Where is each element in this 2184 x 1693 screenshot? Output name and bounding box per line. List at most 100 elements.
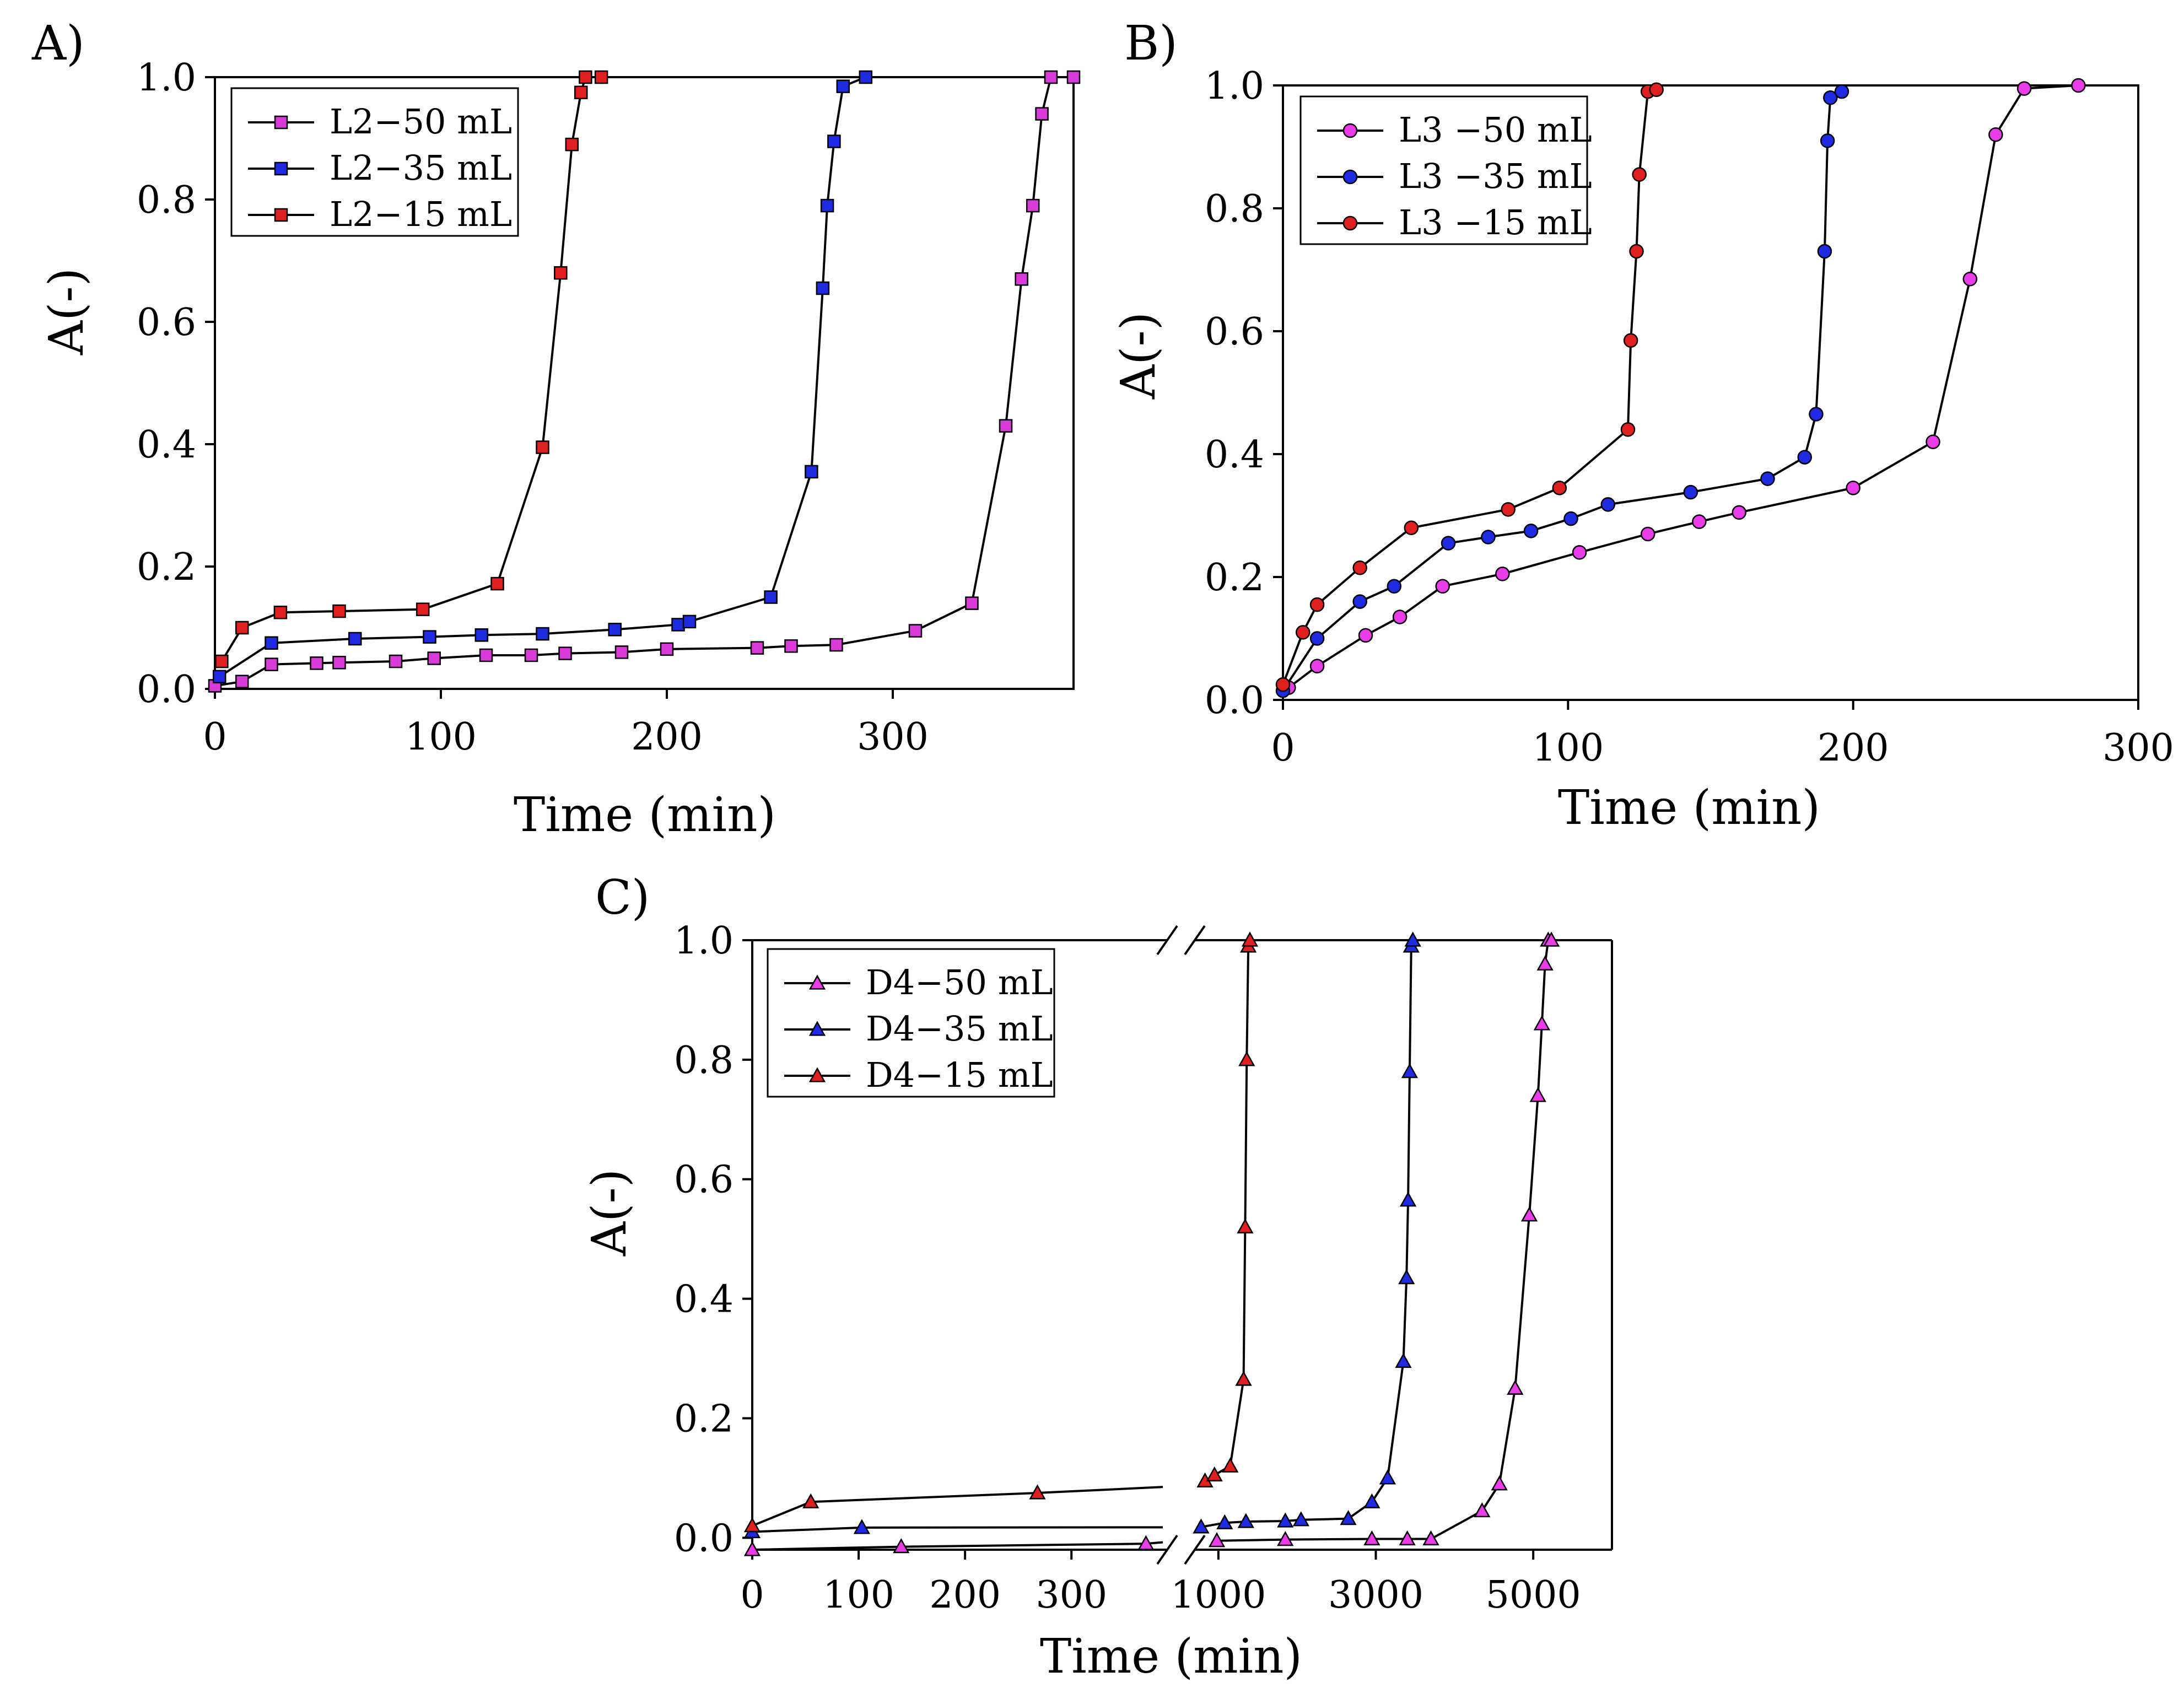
y-axis-title: A(-) bbox=[39, 268, 94, 355]
data-point bbox=[1552, 481, 1567, 495]
y-tick-label: 0.8 bbox=[137, 179, 196, 222]
panel-label: B) bbox=[1124, 16, 1178, 71]
data-point bbox=[1222, 1457, 1239, 1473]
y-tick-label: 1.0 bbox=[1205, 64, 1264, 108]
legend-marker bbox=[274, 161, 288, 176]
y-tick-label: 0.6 bbox=[137, 301, 196, 344]
data-point bbox=[1352, 594, 1367, 609]
data-point bbox=[1277, 1530, 1294, 1546]
y-tick-label: 0.6 bbox=[674, 1158, 734, 1202]
data-point bbox=[1295, 625, 1311, 640]
data-point bbox=[1649, 82, 1664, 98]
data-point bbox=[1926, 434, 1940, 449]
data-point bbox=[1395, 1352, 1412, 1368]
data-point bbox=[265, 657, 278, 671]
data-point bbox=[1536, 955, 1554, 971]
data-point bbox=[273, 606, 288, 619]
legend-label: L3 −50 mL bbox=[1399, 110, 1592, 150]
data-point bbox=[1363, 1530, 1380, 1546]
data-point bbox=[574, 85, 588, 99]
data-point bbox=[1241, 931, 1259, 947]
data-point bbox=[1507, 1379, 1524, 1395]
x-axis-title: Time (min) bbox=[514, 788, 776, 843]
chart-panel-b: 0.0 0.2 0.4 0.6 0.8 1.0 0 100 200 300 L3 −50 mL L3 … bbox=[1111, 16, 2174, 835]
y-tick-label: 0.0 bbox=[137, 668, 196, 711]
data-point bbox=[1623, 333, 1638, 348]
data-point bbox=[1820, 133, 1835, 148]
data-point bbox=[2016, 81, 2032, 96]
x-tick-label: 5000 bbox=[1486, 1573, 1581, 1617]
data-point bbox=[1340, 1510, 1357, 1525]
data-point bbox=[1216, 1514, 1233, 1529]
data-point bbox=[1035, 107, 1049, 121]
legend-marker bbox=[1342, 123, 1358, 138]
data-point bbox=[536, 627, 549, 641]
y-axis-title: A(-) bbox=[1111, 312, 1166, 400]
x-tick-label: 300 bbox=[857, 715, 929, 759]
series-line-1 bbox=[1288, 84, 2079, 689]
y-tick-label: 1.0 bbox=[674, 919, 734, 963]
data-point bbox=[1988, 127, 2003, 142]
data-point bbox=[1962, 271, 1978, 287]
data-point bbox=[1206, 1466, 1223, 1482]
data-point bbox=[1277, 1512, 1294, 1528]
data-point bbox=[1543, 931, 1560, 947]
data-point bbox=[1404, 931, 1421, 947]
y-axis-title: A(-) bbox=[582, 1169, 637, 1257]
data-point bbox=[1309, 631, 1325, 646]
x-tick-label: 100 bbox=[1532, 726, 1604, 770]
x-tick-label: 100 bbox=[823, 1573, 894, 1617]
data-point bbox=[784, 639, 798, 653]
data-point bbox=[1358, 628, 1373, 643]
data-point bbox=[423, 630, 436, 644]
data-point bbox=[1137, 1535, 1155, 1550]
data-point bbox=[1379, 1469, 1396, 1485]
y-tick-label: 0.8 bbox=[674, 1039, 734, 1082]
data-point bbox=[1193, 1518, 1210, 1534]
data-point bbox=[1399, 1191, 1417, 1207]
legend-marker bbox=[808, 974, 826, 990]
data-point bbox=[608, 623, 622, 637]
data-point bbox=[474, 628, 489, 642]
data-point bbox=[764, 590, 778, 604]
data-point bbox=[1620, 422, 1636, 437]
data-point bbox=[1834, 84, 1849, 99]
data-point bbox=[565, 137, 579, 152]
data-point bbox=[893, 1538, 910, 1554]
x-tick-label: 200 bbox=[1818, 726, 1889, 770]
data-point bbox=[389, 654, 403, 668]
data-point bbox=[1309, 659, 1325, 673]
legend-label: L2−15 mL bbox=[330, 194, 512, 234]
panel-label: C) bbox=[595, 870, 650, 925]
series-line-right-1 bbox=[1216, 939, 1552, 1542]
data-point bbox=[427, 651, 441, 665]
data-point bbox=[859, 70, 873, 84]
legend-label: D4−15 mL bbox=[866, 1055, 1053, 1095]
legend-marker bbox=[808, 1021, 826, 1036]
data-point bbox=[416, 602, 430, 616]
legend-marker bbox=[1342, 169, 1358, 185]
y-tick-label: 0.4 bbox=[674, 1278, 734, 1322]
data-point bbox=[750, 641, 764, 655]
data-point bbox=[1600, 497, 1616, 512]
panel-label: A) bbox=[31, 16, 85, 71]
data-point bbox=[310, 656, 323, 670]
x-axis-title: Time (min) bbox=[1558, 780, 1820, 835]
x-tick-label: 300 bbox=[1036, 1573, 1107, 1617]
y-tick-label: 0.2 bbox=[674, 1397, 734, 1441]
y-tick-label: 0.0 bbox=[1205, 679, 1264, 723]
y-tick-label: 0.2 bbox=[137, 546, 196, 589]
axis-break-mark-bottom bbox=[1184, 1534, 1206, 1565]
data-point bbox=[802, 1493, 819, 1508]
axis-break-mark-top bbox=[1156, 925, 1178, 956]
data-point bbox=[908, 624, 923, 638]
legend-marker bbox=[808, 1067, 826, 1082]
data-point bbox=[816, 281, 830, 295]
data-point bbox=[558, 646, 572, 660]
axis-break-mark-bottom bbox=[1156, 1534, 1178, 1565]
data-point bbox=[1474, 1502, 1491, 1518]
data-point bbox=[1026, 198, 1040, 213]
data-point bbox=[1044, 70, 1058, 84]
data-point bbox=[235, 621, 249, 635]
